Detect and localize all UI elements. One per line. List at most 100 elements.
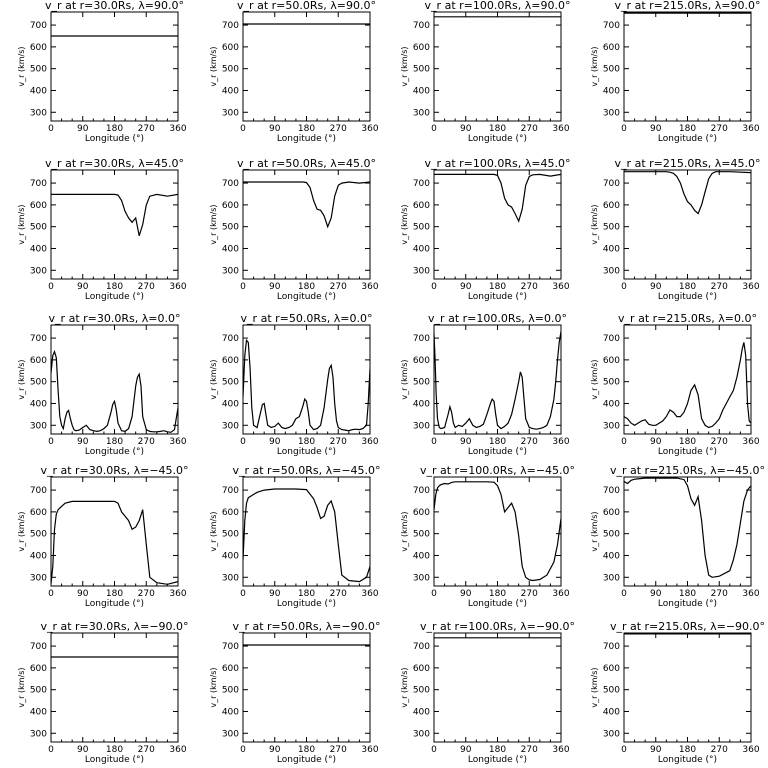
y-tick-label: 600: [413, 43, 430, 53]
y-tick-label: 300: [30, 573, 47, 583]
chart-panel: v_r at r=215.0Rs, λ=−45.0° 0 90 180 270 360 30…: [590, 464, 765, 609]
x-tick-label: 180: [106, 437, 123, 447]
x-tick-label: 270: [711, 589, 728, 599]
chart-title: v_r at r=50.0Rs, λ=45.0°: [237, 157, 376, 170]
y-tick-label: 500: [222, 65, 239, 75]
chart-panel: v_r at r=30.0Rs, λ=0.0° 0 90 180 270 360 300 40…: [17, 312, 187, 457]
plot-frame: [623, 324, 752, 435]
series-line: [434, 481, 561, 582]
y-tick-label: 600: [30, 201, 47, 211]
x-tick-label: 180: [106, 282, 123, 292]
y-tick-label: 700: [222, 179, 239, 189]
plot-frame: [50, 632, 179, 743]
x-tick-label: 360: [169, 124, 186, 134]
plot-frame: [623, 169, 752, 280]
y-tick-label: 500: [413, 65, 430, 75]
x-axis-label: Longitude (°): [658, 447, 717, 457]
series-line: [243, 338, 370, 432]
chart-title: v_r at r=215.0Rs, λ=0.0°: [618, 312, 757, 325]
x-tick-label: 0: [621, 282, 627, 292]
y-tick-label: 300: [222, 729, 239, 739]
y-tick-label: 500: [30, 378, 47, 388]
y-tick-label: 500: [413, 223, 430, 233]
chart-title: v_r at r=215.0Rs, λ=−45.0°: [610, 464, 765, 477]
x-axis-label: Longitude (°): [468, 447, 527, 457]
plot-frame: [242, 632, 371, 743]
x-tick-label: 180: [298, 745, 315, 755]
chart-title: v_r at r=50.0Rs, λ=−90.0°: [232, 620, 380, 633]
x-tick-label: 180: [106, 589, 123, 599]
x-tick-label: 360: [552, 282, 569, 292]
x-tick-label: 180: [489, 745, 506, 755]
x-tick-label: 0: [240, 282, 246, 292]
plot-frame: [242, 324, 371, 435]
y-tick-label: 500: [603, 378, 620, 388]
y-tick-label: 700: [30, 486, 47, 496]
x-tick-label: 360: [361, 745, 378, 755]
x-tick-label: 360: [361, 589, 378, 599]
y-tick-label: 400: [603, 244, 620, 254]
y-tick-label: 500: [30, 65, 47, 75]
y-tick-label: 600: [30, 356, 47, 366]
x-axis-label: Longitude (°): [85, 134, 144, 144]
chart-title: v_r at r=215.0Rs, λ=90.0°: [615, 0, 761, 12]
chart-panel: v_r at r=30.0Rs, λ=−45.0° 0 90 180 270 360 300…: [17, 464, 189, 609]
plot-frame: [242, 169, 371, 280]
y-tick-label: 300: [413, 421, 430, 431]
y-tick-label: 300: [413, 108, 430, 118]
chart-title: v_r at r=100.0Rs, λ=0.0°: [428, 312, 567, 325]
x-tick-label: 90: [77, 282, 89, 292]
y-tick-label: 700: [603, 21, 620, 31]
x-tick-label: 180: [489, 282, 506, 292]
y-tick-label: 700: [30, 21, 47, 31]
y-tick-label: 500: [30, 530, 47, 540]
chart-title: v_r at r=100.0Rs, λ=−90.0°: [420, 620, 575, 633]
x-tick-label: 0: [240, 745, 246, 755]
y-tick-label: 300: [30, 266, 47, 276]
y-tick-label: 400: [30, 244, 47, 254]
y-axis-label: v_r (km/s): [400, 511, 409, 551]
x-tick-label: 360: [742, 589, 759, 599]
chart-panel: v_r at r=30.0Rs, λ=90.0° 0 90 180 270 360 300 4…: [17, 0, 187, 144]
x-tick-label: 180: [298, 437, 315, 447]
x-tick-label: 0: [240, 589, 246, 599]
series-line: [624, 171, 751, 215]
y-tick-label: 600: [413, 664, 430, 674]
chart-title: v_r at r=215.0Rs, λ=−90.0°: [610, 620, 765, 633]
chart-title: v_r at r=30.0Rs, λ=90.0°: [45, 0, 184, 12]
x-tick-label: 270: [138, 745, 155, 755]
chart-title: v_r at r=50.0Rs, λ=−45.0°: [232, 464, 380, 477]
plot-frame: [433, 169, 562, 280]
y-tick-label: 700: [30, 334, 47, 344]
x-tick-label: 360: [742, 124, 759, 134]
y-tick-label: 600: [30, 43, 47, 53]
chart-panel: v_r at r=100.0Rs, λ=90.0° 0 90 180 270 360 300…: [400, 0, 570, 144]
y-tick-label: 600: [30, 508, 47, 518]
x-tick-label: 360: [552, 437, 569, 447]
x-tick-label: 270: [138, 124, 155, 134]
x-tick-label: 270: [711, 745, 728, 755]
chart-panel: v_r at r=50.0Rs, λ=0.0° 0 90 180 270 360 300 40…: [209, 312, 379, 457]
x-axis-label: Longitude (°): [277, 134, 336, 144]
x-axis-label: Longitude (°): [468, 599, 527, 609]
chart-panel: v_r at r=50.0Rs, λ=−90.0° 0 90 180 270 360 300…: [209, 620, 381, 765]
x-tick-label: 360: [169, 745, 186, 755]
y-axis-label: v_r (km/s): [17, 667, 26, 707]
x-axis-label: Longitude (°): [468, 134, 527, 144]
y-tick-label: 700: [222, 642, 239, 652]
y-tick-label: 600: [603, 356, 620, 366]
y-tick-label: 400: [413, 707, 430, 717]
x-axis-label: Longitude (°): [85, 292, 144, 302]
x-tick-label: 270: [138, 437, 155, 447]
y-tick-label: 300: [222, 421, 239, 431]
x-tick-label: 360: [742, 745, 759, 755]
y-tick-label: 300: [30, 421, 47, 431]
x-tick-label: 360: [169, 437, 186, 447]
x-tick-label: 270: [330, 437, 347, 447]
x-tick-label: 0: [240, 437, 246, 447]
x-tick-label: 270: [330, 745, 347, 755]
x-tick-label: 90: [460, 124, 472, 134]
x-tick-label: 90: [269, 282, 281, 292]
y-tick-label: 400: [413, 244, 430, 254]
x-tick-label: 0: [431, 437, 437, 447]
